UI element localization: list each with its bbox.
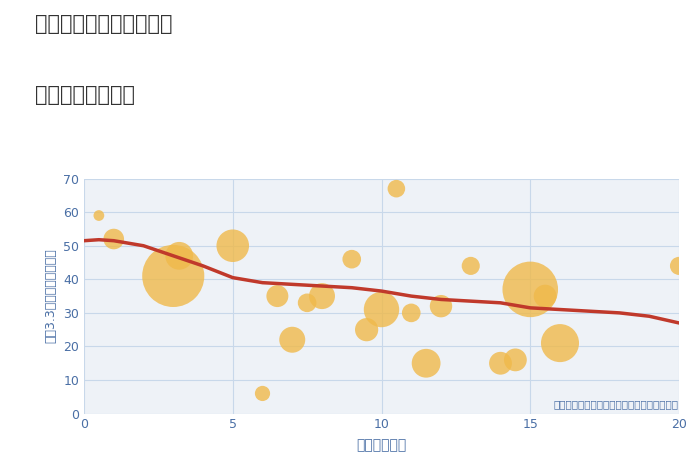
- Text: 駅距離別土地価格: 駅距離別土地価格: [35, 85, 135, 105]
- Point: [302, 299, 313, 306]
- Point: [495, 360, 506, 367]
- Point: [174, 252, 185, 259]
- Point: [272, 292, 283, 300]
- X-axis label: 駅距離（分）: 駅距離（分）: [356, 439, 407, 453]
- Point: [93, 212, 104, 219]
- Point: [391, 185, 402, 192]
- Point: [673, 262, 685, 270]
- Y-axis label: 坪（3.3㎡）単価（万円）: 坪（3.3㎡）単価（万円）: [45, 249, 57, 344]
- Point: [465, 262, 476, 270]
- Point: [435, 302, 447, 310]
- Point: [554, 339, 566, 347]
- Point: [421, 360, 432, 367]
- Point: [540, 292, 551, 300]
- Point: [346, 255, 357, 263]
- Point: [287, 336, 298, 344]
- Point: [510, 356, 521, 364]
- Point: [525, 286, 536, 293]
- Point: [168, 272, 179, 280]
- Point: [376, 306, 387, 313]
- Point: [257, 390, 268, 397]
- Point: [406, 309, 417, 317]
- Text: 奈良県奈良市出屋敷町の: 奈良県奈良市出屋敷町の: [35, 14, 172, 34]
- Text: 円の大きさは、取引のあった物件面積を示す: 円の大きさは、取引のあった物件面積を示す: [554, 399, 679, 409]
- Point: [227, 242, 238, 250]
- Point: [108, 235, 119, 243]
- Point: [316, 292, 328, 300]
- Point: [361, 326, 372, 333]
